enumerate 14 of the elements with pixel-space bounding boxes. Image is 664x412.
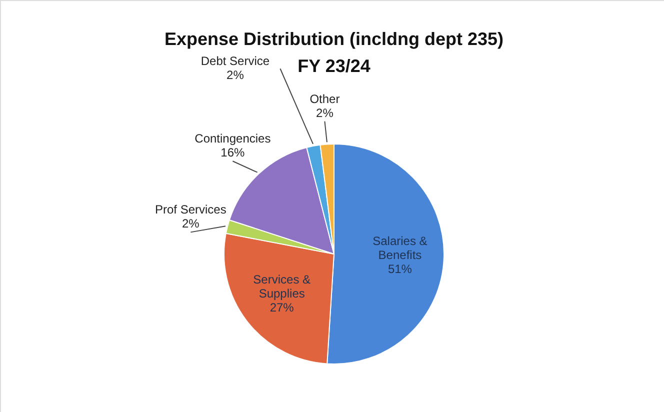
slice-label: Contingencies [194, 132, 271, 146]
data-label: 16% [220, 146, 246, 160]
data-label: 2% [316, 106, 334, 120]
data-label: 51% [388, 262, 412, 276]
slice-label: Salaries & Benefits [372, 234, 428, 262]
slice-label: Debt Service [200, 54, 270, 68]
slice-label: Other [310, 92, 340, 106]
data-label: 2% [182, 216, 200, 231]
data-label: 2% [226, 68, 244, 82]
slice-label: Services & Supplies [253, 272, 311, 300]
text: Expense Distribution (incldng dept 235) [164, 29, 504, 49]
slice-label: Prof Services [154, 202, 226, 217]
data-label: 27% [270, 300, 294, 314]
text: FY 23/24 [298, 56, 370, 76]
